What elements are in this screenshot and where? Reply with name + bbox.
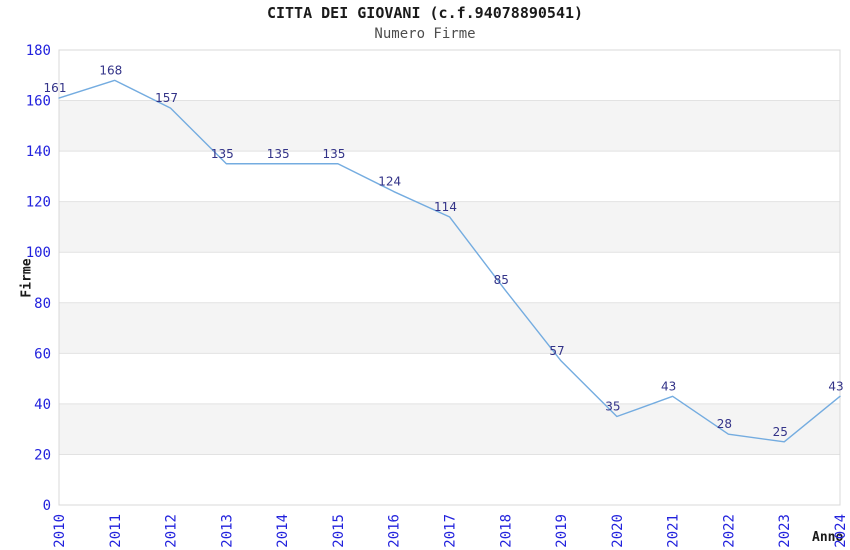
data-point-label: 114	[434, 200, 457, 214]
x-tick-label: 2011	[108, 514, 124, 548]
data-point-label: 168	[99, 63, 122, 77]
x-tick-label: 2012	[164, 514, 180, 548]
y-tick-label: 0	[43, 498, 51, 514]
x-tick-label: 2022	[721, 514, 737, 548]
data-point-label: 124	[378, 175, 401, 189]
x-tick-label: 2021	[666, 514, 682, 548]
plot-band	[59, 403, 840, 455]
y-tick-label: 60	[34, 346, 51, 362]
data-point-label: 25	[773, 425, 788, 439]
plot-band	[59, 302, 840, 354]
x-tick-label: 2010	[52, 514, 68, 548]
chart-subtitle: Numero Firme	[374, 26, 476, 42]
y-tick-label: 140	[26, 144, 51, 160]
x-tick-label: 2013	[219, 514, 235, 548]
data-series-line	[58, 79, 841, 443]
x-tick-label: 2017	[443, 514, 459, 548]
x-axis-title: Anno	[812, 530, 844, 545]
x-tick-label: 2018	[498, 514, 514, 548]
x-tick-label: 2023	[777, 514, 793, 548]
data-point-label: 35	[605, 400, 620, 414]
y-tick-label: 180	[26, 43, 51, 59]
x-tick-label: 2016	[387, 514, 403, 548]
plot-border	[58, 49, 841, 506]
data-point-label: 57	[549, 344, 564, 358]
data-point-label: 85	[494, 273, 509, 287]
plot-band	[59, 100, 840, 152]
data-point-label: 43	[661, 379, 676, 393]
y-tick-label: 20	[34, 447, 51, 463]
x-tick-label: 2024	[833, 514, 849, 548]
y-tick-label: 80	[34, 296, 51, 312]
x-tick-label: 2020	[610, 514, 626, 548]
x-tick-label: 2014	[275, 514, 291, 548]
y-tick-label: 100	[26, 245, 51, 261]
data-point-label: 157	[155, 91, 178, 105]
data-point-label: 135	[322, 147, 345, 161]
y-tick-label: 120	[26, 195, 51, 211]
plot-band	[59, 201, 840, 253]
data-point-label: 43	[828, 379, 843, 393]
y-tick-label: 40	[34, 397, 51, 413]
data-point-label: 28	[717, 417, 732, 431]
chart-title: CITTA DEI GIOVANI (c.f.94078890541)	[266, 4, 584, 22]
data-point-label: 135	[267, 147, 290, 161]
x-tick-label: 2015	[331, 514, 347, 548]
y-tick-label: 160	[26, 94, 51, 110]
data-point-label: 135	[211, 147, 234, 161]
x-tick-label: 2019	[554, 514, 570, 548]
data-point-label: 161	[44, 81, 67, 95]
